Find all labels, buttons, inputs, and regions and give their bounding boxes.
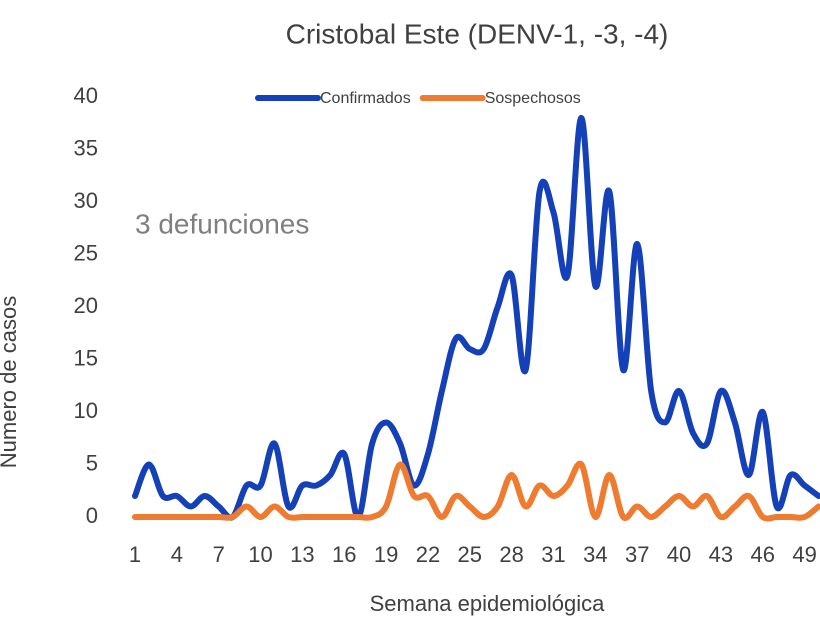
y-tick-label: 20 (74, 293, 98, 318)
x-tick-label: 37 (625, 542, 649, 567)
annotation: 3 defunciones (135, 208, 309, 239)
x-tick-label: 1 (129, 542, 141, 567)
y-tick-label: 30 (74, 188, 98, 213)
x-axis-label: Semana epidemiológica (370, 591, 606, 616)
x-tick-label: 22 (416, 542, 440, 567)
series-line (132, 114, 820, 521)
y-tick-label: 15 (74, 345, 98, 370)
y-tick-label: 35 (74, 135, 98, 160)
x-tick-label: 31 (541, 542, 565, 567)
x-tick-label: 49 (792, 542, 816, 567)
x-tick-label: 4 (171, 542, 183, 567)
y-tick-label: 10 (74, 398, 98, 423)
x-tick-label: 46 (751, 542, 775, 567)
series-line (132, 460, 820, 522)
y-tick-label: 0 (86, 503, 98, 528)
x-tick-label: 40 (667, 542, 691, 567)
y-axis-label: Numero de casos (0, 296, 21, 468)
x-tick-label: 25 (458, 542, 482, 567)
x-tick-label: 16 (332, 542, 356, 567)
legend-label: Confirmados (320, 90, 411, 107)
chart-title: Cristobal Este (DENV-1, -3, -4) (286, 18, 669, 49)
x-tick-label: 13 (290, 542, 314, 567)
legend-label: Sospechosos (485, 90, 581, 107)
y-tick-label: 40 (74, 83, 98, 108)
y-tick-label: 5 (86, 450, 98, 475)
y-tick-label: 25 (74, 240, 98, 265)
x-tick-label: 43 (709, 542, 733, 567)
x-tick-label: 10 (248, 542, 272, 567)
x-tick-label: 19 (374, 542, 398, 567)
x-tick-label: 34 (583, 542, 607, 567)
x-tick-label: 7 (213, 542, 225, 567)
x-tick-label: 28 (499, 542, 523, 567)
